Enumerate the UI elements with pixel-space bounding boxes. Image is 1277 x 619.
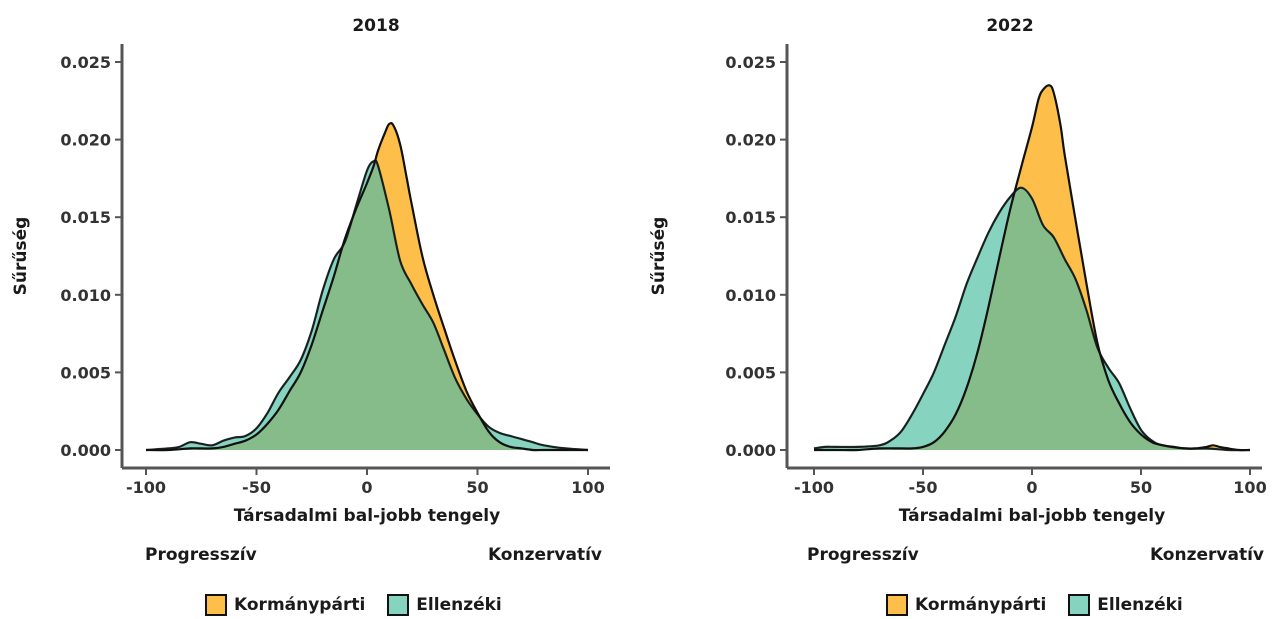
area-overlap [814,187,1250,450]
x-tick-label: 100 [571,478,604,497]
x-tick-label: 100 [1233,478,1266,497]
y-tick-label: 0.015 [60,208,111,227]
legend-label-ellenzeki: Ellenzéki [1097,595,1183,615]
legend-item-ellenzeki: Ellenzéki [1068,594,1183,616]
legend: Kormánypárti Ellenzéki [886,594,1197,616]
x-tick-label: -50 [909,478,938,497]
outline-ellenzeki-dark [145,159,589,452]
right-extreme-label: Konzervatív [487,545,602,565]
x-tick-label: -50 [242,478,271,497]
x-tick-label: 0 [1026,478,1037,497]
y-tick-label: 0.000 [60,441,111,460]
left-extreme-label: Progresszív [145,545,257,565]
y-tick-label: 0.025 [60,53,111,72]
legend-swatch-ellenzeki [387,594,410,616]
y-tick-label: 0.000 [725,441,776,460]
legend-item-ellenzeki: Ellenzéki [387,594,502,616]
x-tick-label: -100 [794,478,834,497]
y-axis-label: Sűrűség [11,217,31,296]
legend-swatch-kormanyparti [205,594,227,616]
legend: Kormánypárti Ellenzéki [205,594,516,616]
outline-kormanyparti [145,122,588,452]
left-extreme-label: Progresszív [807,545,919,565]
density-chart-2018: 2018 0.000 0.005 0.010 0.015 0.020 0.025 -100 -5… [11,16,610,526]
legend-label-kormanyparti: Kormánypárti [234,595,366,615]
legend-label-ellenzeki: Ellenzéki [416,595,502,615]
chart-panel-2022: 2022 0.000 0.005 0.010 0.015 0.020 0.025 -100 -5… [638,0,1276,619]
chart-title: 2022 [986,16,1033,36]
legend-swatch-kormanyparti [886,594,908,616]
x-tick-label: 0 [361,478,372,497]
chart-title: 2018 [352,16,399,36]
right-extreme-label: Konzervatív [1149,545,1264,565]
y-axis-label: Sűrűség [649,217,669,296]
legend-swatch-ellenzeki [1068,594,1091,616]
x-tick-label: 50 [466,478,488,497]
y-tick-label: 0.010 [725,286,776,305]
y-tick-label: 0.005 [725,363,776,382]
x-axis-label: Társadalmi bal-jobb tengely [234,506,500,526]
y-tick-label: 0.020 [60,131,111,150]
chart-panel-2018: 2018 0.000 0.005 0.010 0.015 0.020 0.025 -100 -5… [0,0,638,619]
y-tick-label: 0.010 [60,286,111,305]
outline-ellenzeki-dark [813,186,1251,452]
y-tick-label: 0.005 [60,363,111,382]
x-tick-label: -100 [126,478,166,497]
legend-label-kormanyparti: Kormánypárti [915,595,1047,615]
legend-item-kormanyparti: Kormánypárti [886,594,1046,616]
y-tick-label: 0.025 [725,53,776,72]
y-tick-label: 0.020 [725,131,776,150]
density-chart-2022: 2022 0.000 0.005 0.010 0.015 0.020 0.025 -100 -5… [649,16,1267,526]
area-overlap [146,163,588,450]
x-tick-label: 50 [1130,478,1152,497]
x-axis-label: Társadalmi bal-jobb tengely [899,506,1165,526]
legend-item-kormanyparti: Kormánypárti [205,594,365,616]
y-tick-label: 0.015 [725,208,776,227]
